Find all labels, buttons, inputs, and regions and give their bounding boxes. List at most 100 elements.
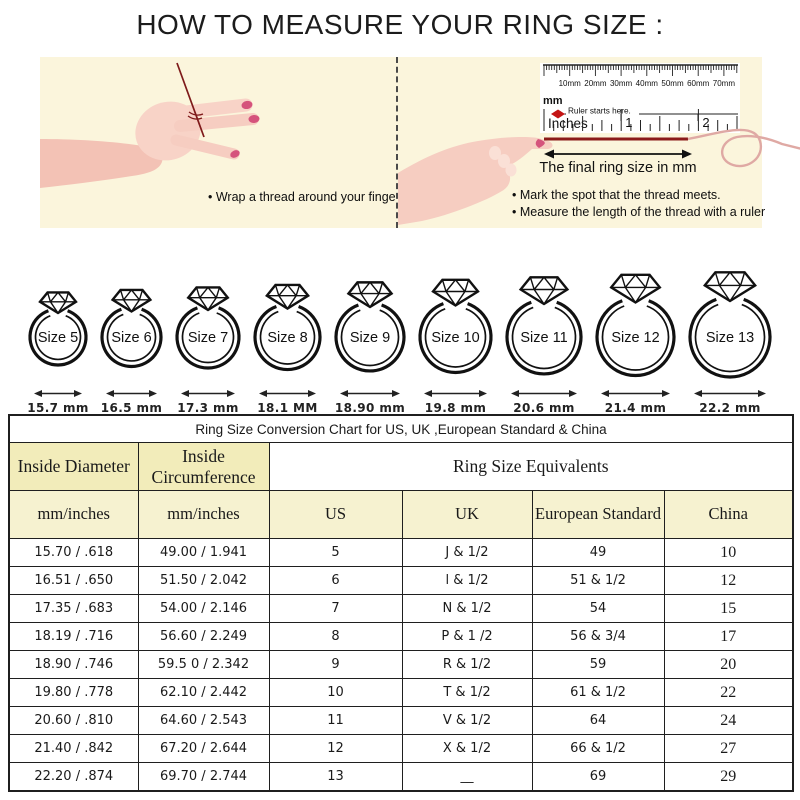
table-cell: 22.20 / .874	[8, 762, 139, 792]
subheader-uk: UK	[401, 490, 533, 539]
bullet-item: • Mark the spot that the thread meets.	[512, 188, 721, 202]
ring-outer-band	[28, 309, 88, 367]
ring-diameter-text: 17.3 mm	[177, 401, 239, 415]
ring-diagram: Size 9	[334, 281, 406, 373]
ruler-illustration: 10mm 20mm 30mm 40mm 50mm 60mm 70mm mm Ruler st…	[398, 63, 800, 225]
diameter-arrow	[601, 390, 670, 397]
fingernail	[248, 114, 260, 124]
table-cell: 29	[663, 762, 794, 792]
thread-line	[176, 62, 205, 138]
ring-inner-band	[181, 312, 235, 364]
ring-inner-band	[511, 306, 577, 370]
table-cell: 66 & 1/2	[531, 734, 665, 763]
arm-shape	[40, 139, 163, 188]
table-cell: 69	[531, 762, 665, 792]
header-ring-size-equivalents: Ring Size Equivalents	[268, 442, 794, 491]
ring-outer-band	[334, 303, 406, 373]
ring-inner-band	[106, 313, 157, 362]
ring-item-size-12: Size 12 21.4 mm	[590, 241, 681, 415]
table-cell: 51.50 / 2.042	[137, 566, 270, 595]
svg-text:60mm: 60mm	[687, 79, 710, 88]
table-cell: 18.90 / .746	[8, 650, 139, 679]
ring-outer-band	[595, 299, 676, 378]
hand-thread-illustration	[40, 62, 260, 188]
ring-size-label: Size 10	[431, 330, 479, 346]
svg-text:30mm: 30mm	[610, 79, 633, 88]
thread-loop	[687, 128, 800, 168]
diamond-icon	[186, 286, 230, 312]
ring-diameter-text: 21.4 mm	[604, 401, 667, 415]
table-subheader-row: mm/inches mm/inches US UK European Stand…	[8, 490, 794, 539]
table-cell: 19.80 / .778	[8, 678, 139, 707]
ruler-start-text: Ruler starts here.	[568, 107, 631, 116]
ring-size-label: Size 13	[706, 330, 754, 346]
svg-text:50mm: 50mm	[661, 79, 684, 88]
table-row: 22.20 / .874 69.70 / 2.744 13 __ 69 29	[8, 762, 794, 792]
diameter-arrow	[259, 390, 316, 397]
table-cell: 12	[268, 734, 403, 763]
subheader-china: China	[663, 490, 794, 539]
mm-tick-labels: 10mm 20mm 30mm 40mm 50mm 60mm 70mm	[559, 79, 736, 88]
svg-text:10mm: 10mm	[559, 79, 582, 88]
table-cell: 27	[663, 734, 794, 763]
ring-item-size-7: Size 7 17.3 mm	[170, 241, 246, 415]
table-row: 16.51 / .650 51.50 / 2.042 6 l & 1/2 51 & 1/…	[8, 566, 794, 595]
ring-diagram: Size 12	[595, 273, 676, 378]
table-cell: 15.70 / .618	[8, 538, 139, 567]
fingernail	[230, 150, 240, 158]
diamond-icon	[431, 278, 480, 307]
ring-inner-band	[694, 303, 766, 373]
table-cell: 15	[663, 594, 794, 623]
table-cell: 49	[531, 538, 665, 567]
table-row: 19.80 / .778 62.10 / 2.442 10 T & 1/2 61 & 1…	[8, 678, 794, 707]
ring-diagram: Size 8	[253, 283, 322, 372]
ring-outer-band	[418, 302, 493, 375]
table-cell: 22	[663, 678, 794, 707]
ring-diagram: Size 10	[418, 278, 493, 375]
diamond-icon	[265, 283, 310, 310]
ring-outer-band	[175, 306, 241, 370]
table-cell: __	[401, 762, 533, 792]
finger	[171, 98, 253, 120]
table-cell: R & 1/2	[401, 650, 533, 679]
table-cell: 61 & 1/2	[531, 678, 665, 707]
diamond-icon	[346, 281, 394, 309]
table-cell: 21.40 / .842	[8, 734, 139, 763]
page-title: HOW TO MEASURE YOUR RING SIZE :	[136, 9, 664, 40]
header-inside-circumference: Inside Circumference	[137, 442, 270, 491]
table-cell: 64	[531, 706, 665, 735]
table-cell: J & 1/2	[401, 538, 533, 567]
subheader-mm-inches: mm/inches	[137, 490, 270, 539]
bullet-item: • Wrap a thread around your finger	[208, 190, 400, 204]
ring-outer-band	[505, 300, 583, 376]
ring-item-size-13: Size 13 22.2 mm	[683, 241, 777, 415]
table-cell: 59.5 0 / 2.342	[137, 650, 270, 679]
ring-diameter-text: 16.5 mm	[100, 401, 163, 415]
table-cell: 9	[268, 650, 403, 679]
table-row: 15.70 / .618 49.00 / 1.941 5 J & 1/2 49 10	[8, 538, 794, 567]
table-cell: 16.51 / .650	[8, 566, 139, 595]
table-cell: T & 1/2	[401, 678, 533, 707]
table-row: 17.35 / .683 54.00 / 2.146 7 N & 1/2 54 15	[8, 594, 794, 623]
ring-diameter-text: 18.1 MM	[257, 401, 318, 415]
table-cell: 18.19 / .716	[8, 622, 139, 651]
table-cell: 7	[268, 594, 403, 623]
right-panel-instructions: • Mark the spot that the thread meets. • …	[512, 187, 765, 221]
ring-inner-band	[34, 315, 82, 361]
knuckle	[489, 146, 501, 160]
table-cell: 67.20 / 2.644	[137, 734, 270, 763]
knuckle	[498, 154, 510, 168]
inches-label: Inches	[548, 116, 588, 131]
ring-inner-band	[340, 309, 400, 367]
subheader-mm-inches: mm/inches	[8, 490, 139, 539]
table-cell: N & 1/2	[401, 594, 533, 623]
table-cell: 59	[531, 650, 665, 679]
header-inside-diameter: Inside Diameter	[8, 442, 139, 491]
ring-diagram: Size 13	[688, 271, 772, 379]
table-row: 21.40 / .842 67.20 / 2.644 12 X & 1/2 66 & 1…	[8, 734, 794, 763]
diameter-arrow	[34, 390, 82, 397]
ring-size-diagrams: Size 5 15.7 mm Size 6 16.5 mm Size 7 17.3 mm S…	[0, 241, 800, 415]
diameter-arrow	[106, 390, 157, 397]
table-cell: 11	[268, 706, 403, 735]
